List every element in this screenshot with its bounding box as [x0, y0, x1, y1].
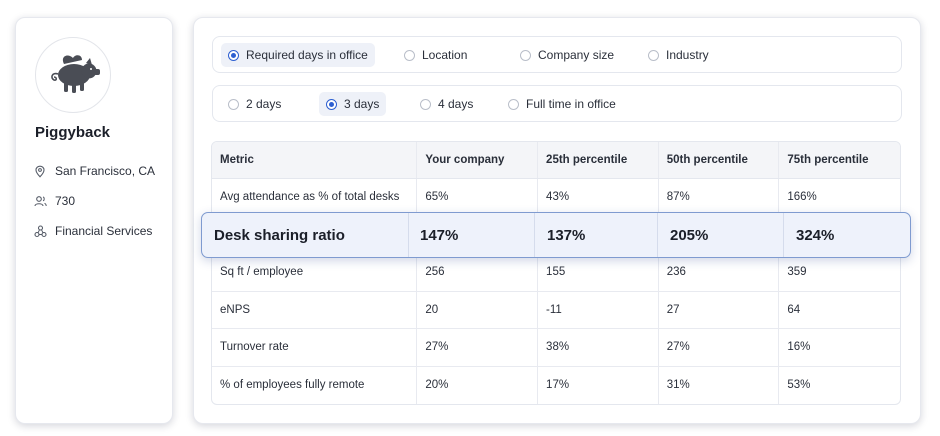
flying-pig-logo-icon — [51, 55, 100, 93]
header-your-company: Your company — [417, 142, 539, 178]
highlight-metric-name: Desk sharing ratio — [202, 213, 409, 257]
value-75th: 16% — [787, 341, 811, 354]
table-row: eNPS 20 -11 27 64 — [212, 291, 900, 329]
radio-icon[interactable] — [648, 49, 659, 61]
header-50th: 50th percentile — [659, 142, 780, 178]
metric-name: eNPS — [212, 291, 418, 328]
header-75th: 75th percentile — [787, 154, 869, 166]
filter-company-size[interactable]: Company size — [513, 43, 621, 67]
radio-icon[interactable] — [508, 98, 519, 110]
value-your-company: 20 — [417, 291, 539, 328]
highlight-your-company: 147% — [409, 213, 535, 257]
header-metric: Metric — [212, 142, 418, 178]
industry-row: Financial Services — [33, 224, 152, 238]
location-row: San Francisco, CA — [33, 164, 155, 178]
highlight-75th: 324% — [796, 226, 835, 244]
value-75th: 53% — [787, 379, 811, 392]
radio-selected-icon[interactable] — [228, 49, 239, 61]
industry-text: Financial Services — [55, 224, 153, 238]
users-icon — [33, 194, 47, 208]
network-icon — [33, 224, 47, 238]
filter-required-days[interactable]: Required days in office — [221, 43, 375, 67]
days-filter: 2 days 3 days 4 days Full time in office — [212, 85, 902, 122]
days-option-full-time[interactable]: Full time in office — [501, 92, 623, 116]
employees-row: 730 — [33, 194, 75, 208]
value-75th: 166% — [787, 191, 817, 204]
value-25th: 43% — [538, 179, 659, 216]
value-your-company: 256 — [417, 254, 539, 291]
days-option-3[interactable]: 3 days — [319, 92, 387, 116]
highlight-50th: 205% — [658, 213, 784, 257]
header-25th: 25th percentile — [538, 142, 659, 178]
radio-icon[interactable] — [420, 98, 431, 110]
value-50th: 236 — [659, 254, 780, 291]
value-25th: 17% — [538, 366, 659, 404]
map-pin-icon — [33, 164, 47, 178]
company-avatar — [35, 37, 111, 113]
days-option-2[interactable]: 2 days — [221, 92, 288, 116]
location-text: San Francisco, CA — [55, 164, 156, 178]
metric-name: Sq ft / employee — [212, 254, 418, 291]
filter-industry[interactable]: Industry — [641, 43, 716, 67]
value-your-company: 65% — [417, 179, 539, 216]
days-option-4[interactable]: 4 days — [413, 92, 480, 116]
metric-name: % of employees fully remote — [212, 366, 418, 404]
metric-name: Turnover rate — [212, 329, 418, 366]
metric-name: Avg attendance as % of total desks — [212, 179, 418, 216]
value-75th: 64 — [787, 303, 801, 316]
highlight-25th: 137% — [535, 213, 658, 257]
value-50th: 27% — [659, 329, 780, 366]
value-25th: 155 — [538, 254, 659, 291]
radio-selected-icon[interactable] — [326, 98, 337, 110]
radio-icon[interactable] — [228, 98, 239, 110]
table-row: Sq ft / employee 256 155 236 359 — [212, 254, 900, 292]
benchmark-table: Metric Your company 25th percentile 50th… — [211, 141, 901, 405]
value-your-company: 20% — [417, 366, 539, 404]
employees-count: 730 — [55, 194, 76, 208]
value-50th: 27 — [659, 291, 780, 328]
value-75th: 359 — [787, 266, 807, 279]
radio-icon[interactable] — [404, 49, 415, 61]
value-your-company: 27% — [417, 329, 539, 366]
highlighted-row-desk-sharing: Desk sharing ratio 147% 137% 205% 324% — [201, 212, 911, 258]
table-row: Avg attendance as % of total desks 65% 4… — [212, 179, 900, 217]
filter-location[interactable]: Location — [397, 43, 474, 67]
table-row: Turnover rate 27% 38% 27% 16% — [212, 329, 900, 367]
company-profile-card: Piggyback San Francisco, CA 730 Financia… — [15, 17, 173, 424]
value-25th: -11 — [538, 291, 659, 328]
value-50th: 31% — [659, 366, 780, 404]
value-25th: 38% — [538, 329, 659, 366]
company-name: Piggyback — [35, 124, 111, 141]
table-header: Metric Your company 25th percentile 50th… — [212, 142, 900, 179]
table-row: % of employees fully remote 20% 17% 31% … — [212, 366, 900, 404]
radio-icon[interactable] — [520, 49, 531, 61]
benchmark-type-filter: Required days in office Location Company… — [212, 36, 902, 73]
value-50th: 87% — [659, 179, 780, 216]
